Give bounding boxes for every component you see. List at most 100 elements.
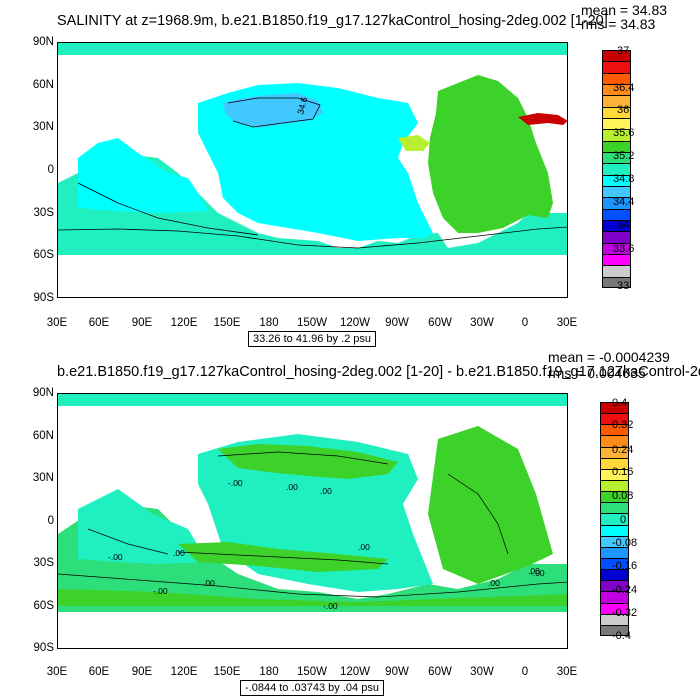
- colorbar-swatch: [602, 152, 631, 164]
- lon-label: 120E: [170, 666, 198, 678]
- colorbar-swatch: [600, 435, 629, 447]
- contour-label: -.00: [228, 478, 243, 488]
- contour-line: [177, 551, 389, 565]
- lon-label: 90W: [385, 317, 409, 329]
- colorbar-swatch: [602, 208, 631, 220]
- lat-label: 30N: [32, 121, 54, 133]
- lon-label: 120E: [170, 317, 198, 329]
- colorbar-label: 0.4: [612, 397, 628, 409]
- contour-label: .00: [528, 566, 540, 576]
- colorbar-label: 35.6: [613, 127, 635, 139]
- contour-line: [227, 97, 321, 128]
- southern-ocean: [58, 504, 567, 612]
- lon-label: 30W: [470, 666, 494, 678]
- lat-label: 90S: [33, 292, 54, 304]
- colorbar-label: 0.16: [612, 466, 634, 478]
- colorbar-swatch: [600, 624, 629, 636]
- panel-1-rms: rms = 34.83: [581, 16, 656, 32]
- lat-label: 0: [47, 164, 54, 176]
- contour-label: -.00: [108, 552, 123, 562]
- colorbar-swatch: [602, 140, 631, 152]
- colorbar-swatch: [600, 558, 629, 570]
- colorbar-swatch: [600, 546, 629, 558]
- colorbar-swatch: [602, 61, 631, 73]
- colorbar-swatch: [600, 569, 629, 581]
- lat-label: 30N: [32, 472, 54, 484]
- colorbar-label: 34: [617, 219, 630, 231]
- contour-line: [87, 528, 169, 555]
- panel-2-rms: rms = 0.004035: [548, 365, 646, 381]
- contour-line: [58, 226, 567, 249]
- contour-line: [77, 182, 259, 236]
- panel-1-map: 34.6: [57, 42, 568, 298]
- contour-label: .00: [320, 486, 332, 496]
- panel-2-colorbar: [600, 402, 629, 636]
- colorbar-swatch: [600, 602, 629, 614]
- panel-2-map-svg: -.00 .00 .00 -.00 .00 -.00 .00 -.00 .00 …: [58, 394, 567, 648]
- lat-label: 90N: [32, 387, 54, 399]
- lat-label: 90S: [33, 642, 54, 654]
- colorbar-swatch: [600, 502, 629, 514]
- lon-label: 180: [259, 317, 279, 329]
- colorbar-swatch: [600, 613, 629, 625]
- contour-label: -.00: [153, 586, 168, 596]
- colorbar-label: 37: [617, 45, 630, 57]
- colorbar-swatch: [602, 163, 631, 175]
- colorbar-label: 36: [617, 104, 630, 116]
- atlantic-ocean: [428, 75, 553, 233]
- contour-label: .00: [286, 482, 298, 492]
- arctic-ocean: [58, 394, 567, 406]
- atlantic-ocean: [428, 426, 553, 584]
- colorbar-swatch: [600, 480, 629, 492]
- colorbar-swatch: [602, 242, 631, 254]
- colorbar-label: -0.32: [612, 607, 638, 619]
- contour-label: -.00: [323, 601, 338, 611]
- lon-label: 60W: [428, 317, 452, 329]
- colorbar-swatch: [602, 254, 631, 266]
- colorbar-outline: [602, 50, 631, 288]
- contour-label: 34.6: [295, 96, 309, 116]
- panel-1-range-box: 33.26 to 41.96 by .2 psu: [248, 331, 377, 347]
- colorbar-label: 33: [617, 280, 630, 292]
- lon-label: 0: [521, 666, 529, 678]
- lon-label: 60W: [428, 666, 452, 678]
- panel-2-title: b.e21.B1850.f19_g17.127kaControl_hosing-…: [57, 364, 700, 380]
- colorbar-swatch: [602, 197, 631, 209]
- colorbar-swatch: [602, 276, 631, 288]
- contour-line: [217, 451, 389, 465]
- lon-label: 0: [521, 317, 529, 329]
- panel-2-map: -.00 .00 .00 -.00 .00 -.00 .00 -.00 .00 …: [57, 393, 568, 649]
- lon-label: 30E: [556, 317, 578, 329]
- colorbar-label: 0.24: [612, 444, 634, 456]
- colorbar-swatch: [600, 413, 629, 425]
- colorbar-swatch: [602, 220, 631, 232]
- contour-label: -.00: [530, 568, 545, 578]
- colorbar-swatch: [600, 580, 629, 592]
- lon-label: 90E: [131, 666, 153, 678]
- colorbar-swatch: [600, 513, 629, 525]
- colorbar-swatch: [600, 446, 629, 458]
- colorbar-label: -0.16: [612, 560, 638, 572]
- colorbar-swatch: [602, 265, 631, 277]
- panel-1-colorbar: [602, 50, 631, 288]
- colorbar-swatch: [602, 118, 631, 130]
- panel-1-map-svg: 34.6: [58, 43, 567, 297]
- north-pacific-lowsal: [223, 93, 323, 128]
- lon-label: 30E: [46, 666, 68, 678]
- lat-label: 60N: [32, 430, 54, 442]
- lat-label: 90N: [32, 36, 54, 48]
- colorbar-label: 35.2: [613, 150, 635, 162]
- lon-label: 30E: [556, 666, 578, 678]
- lat-label: 30S: [33, 557, 54, 569]
- colorbar-swatch: [602, 72, 631, 84]
- contour-line: [58, 573, 567, 598]
- contour-label: .00: [358, 542, 370, 552]
- lon-label: 120W: [339, 666, 371, 678]
- lat-label: 60S: [33, 600, 54, 612]
- panel-1-title: SALINITY at z=1968.9m, b.e21.B1850.f19_g…: [57, 13, 608, 29]
- lat-label: 60S: [33, 249, 54, 261]
- lon-label: 150E: [213, 666, 241, 678]
- indian-ocean: [78, 138, 208, 213]
- contour-label: .00: [173, 548, 185, 558]
- colorbar-label: 0: [620, 514, 627, 526]
